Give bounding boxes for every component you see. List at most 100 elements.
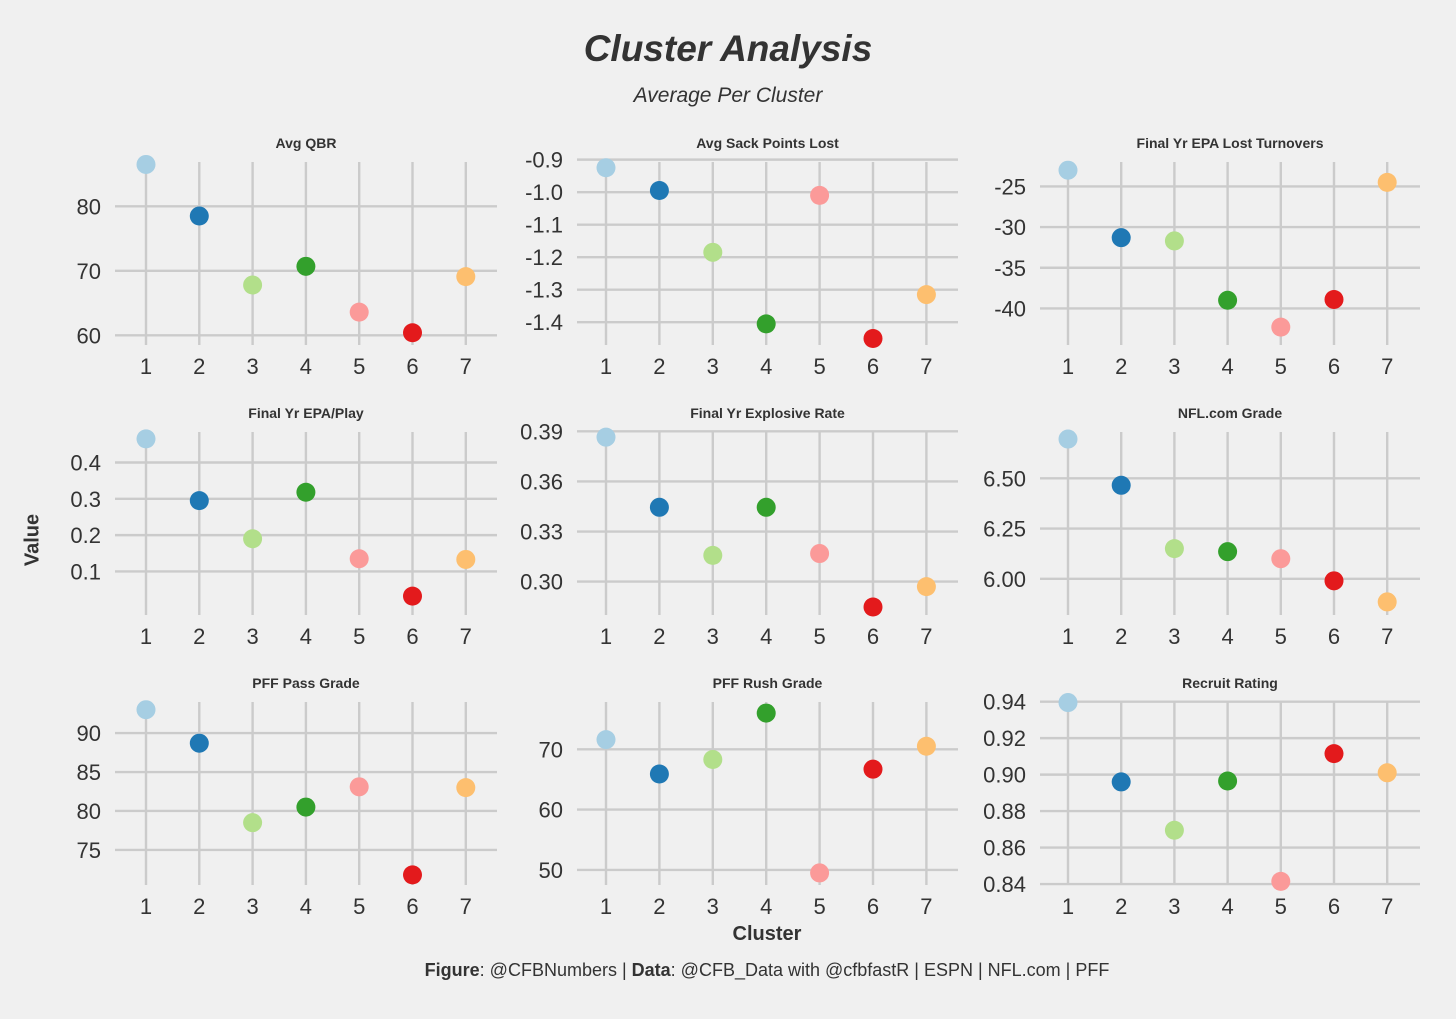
- y-tick-label: 0.36: [520, 469, 563, 494]
- caption: Figure: @CFBNumbers | Data: @CFB_Data wi…: [0, 960, 1456, 981]
- x-tick-label: 4: [760, 624, 772, 649]
- x-tick-label: 5: [813, 624, 825, 649]
- cluster-point-5: [349, 777, 369, 797]
- y-tick-label: 0.4: [70, 450, 101, 475]
- x-tick-label: 2: [1115, 624, 1127, 649]
- x-tick-label: 7: [920, 624, 932, 649]
- cluster-point-6: [1324, 744, 1344, 764]
- y-tick-label: 0.3: [70, 487, 101, 512]
- y-tick-label: -35: [994, 256, 1026, 281]
- y-tick-label: 0.86: [983, 836, 1026, 861]
- y-tick-label: 0.84: [983, 872, 1026, 897]
- x-tick-label: 3: [1168, 894, 1180, 919]
- y-tick-label: -1.0: [525, 180, 563, 205]
- cluster-point-6: [1324, 289, 1344, 309]
- cluster-point-4: [1218, 290, 1238, 310]
- x-tick-label: 1: [140, 354, 152, 379]
- panel-8: PFF Rush Grade 1 2 3 4 5 6 7 50 60 70: [539, 675, 958, 919]
- cluster-point-4: [296, 797, 316, 817]
- x-tick-label: 6: [1328, 624, 1340, 649]
- x-tick-label: 5: [813, 354, 825, 379]
- cluster-point-3: [243, 275, 263, 295]
- y-tick-label: -1.2: [525, 245, 563, 270]
- x-tick-label: 3: [1168, 624, 1180, 649]
- panel-1: Avg QBR 1 2 3 4 5 6 7 60 70 80: [77, 135, 497, 379]
- cluster-point-2: [189, 206, 209, 226]
- panel-title: PFF Pass Grade: [252, 675, 360, 691]
- x-tick-label: 1: [140, 624, 152, 649]
- x-tick-label: 7: [460, 354, 472, 379]
- panel-title: Final Yr EPA/Play: [248, 405, 364, 421]
- y-tick-label: -40: [994, 296, 1026, 321]
- x-tick-label: 7: [1381, 894, 1393, 919]
- x-tick-label: 6: [406, 624, 418, 649]
- x-tick-label: 6: [406, 354, 418, 379]
- x-tick-label: 2: [193, 354, 205, 379]
- x-tick-label: 1: [1062, 354, 1074, 379]
- y-tick-label: 70: [77, 259, 101, 284]
- x-tick-label: 3: [246, 894, 258, 919]
- y-tick-label: -1.3: [525, 278, 563, 303]
- panel-title: Avg QBR: [276, 135, 337, 151]
- x-tick-label: 1: [600, 354, 612, 379]
- x-tick-label: 3: [246, 624, 258, 649]
- x-tick-label: 4: [1221, 624, 1233, 649]
- cluster-point-4: [756, 497, 776, 517]
- cluster-point-3: [703, 242, 723, 262]
- y-tick-label: 0.2: [70, 523, 101, 548]
- x-tick-label: 3: [246, 354, 258, 379]
- panel-2: Avg Sack Points Lost 1 2 3 4 5 6 7 -1.4 -1.3 -1.2 -…: [525, 135, 958, 379]
- caption-data-label: Data: [631, 960, 671, 980]
- y-tick-label: -0.9: [525, 148, 563, 173]
- cluster-point-4: [756, 314, 776, 334]
- x-tick-label: 4: [300, 894, 312, 919]
- cluster-point-2: [649, 764, 669, 784]
- x-tick-label: 1: [140, 894, 152, 919]
- cluster-point-1: [596, 730, 616, 750]
- cluster-point-3: [1164, 231, 1184, 251]
- y-tick-label: 70: [539, 737, 563, 762]
- cluster-point-5: [1271, 871, 1291, 891]
- x-tick-label: 4: [300, 624, 312, 649]
- x-tick-label: 3: [707, 354, 719, 379]
- cluster-point-2: [1111, 772, 1131, 792]
- panel-7: PFF Pass Grade 1 2 3 4 5 6 7 75 80 85 90: [77, 675, 497, 919]
- x-tick-label: 6: [867, 894, 879, 919]
- cluster-point-5: [810, 863, 830, 883]
- x-tick-label: 5: [1275, 354, 1287, 379]
- y-tick-label: 6.25: [983, 517, 1026, 542]
- x-tick-label: 2: [193, 624, 205, 649]
- cluster-point-5: [1271, 549, 1291, 569]
- cluster-point-5: [810, 185, 830, 205]
- cluster-point-7: [916, 577, 936, 597]
- cluster-point-4: [296, 256, 316, 276]
- y-tick-label: -1.1: [525, 213, 563, 238]
- cluster-point-1: [1058, 429, 1078, 449]
- x-tick-label: 2: [1115, 354, 1127, 379]
- cluster-point-2: [189, 491, 209, 511]
- x-tick-label: 5: [353, 624, 365, 649]
- cluster-point-7: [456, 267, 476, 287]
- y-tick-label: 0.90: [983, 763, 1026, 788]
- panel-title: Recruit Rating: [1182, 675, 1278, 691]
- panel-title: NFL.com Grade: [1178, 405, 1282, 421]
- x-tick-label: 2: [653, 624, 665, 649]
- cluster-point-5: [349, 549, 369, 569]
- cluster-point-3: [1164, 539, 1184, 559]
- cluster-point-6: [863, 759, 883, 779]
- y-tick-label: 60: [77, 323, 101, 348]
- y-tick-label: 6.00: [983, 567, 1026, 592]
- x-tick-label: 6: [867, 624, 879, 649]
- y-tick-label: 80: [77, 194, 101, 219]
- cluster-point-1: [596, 158, 616, 178]
- cluster-point-1: [596, 427, 616, 447]
- cluster-point-3: [1164, 820, 1184, 840]
- y-tick-label: 50: [539, 858, 563, 883]
- cluster-point-3: [703, 545, 723, 565]
- y-tick-label: 0.33: [520, 520, 563, 545]
- cluster-point-6: [403, 323, 422, 343]
- x-tick-label: 7: [920, 894, 932, 919]
- cluster-point-6: [863, 597, 883, 617]
- cluster-point-3: [243, 813, 263, 833]
- x-tick-label: 7: [460, 624, 472, 649]
